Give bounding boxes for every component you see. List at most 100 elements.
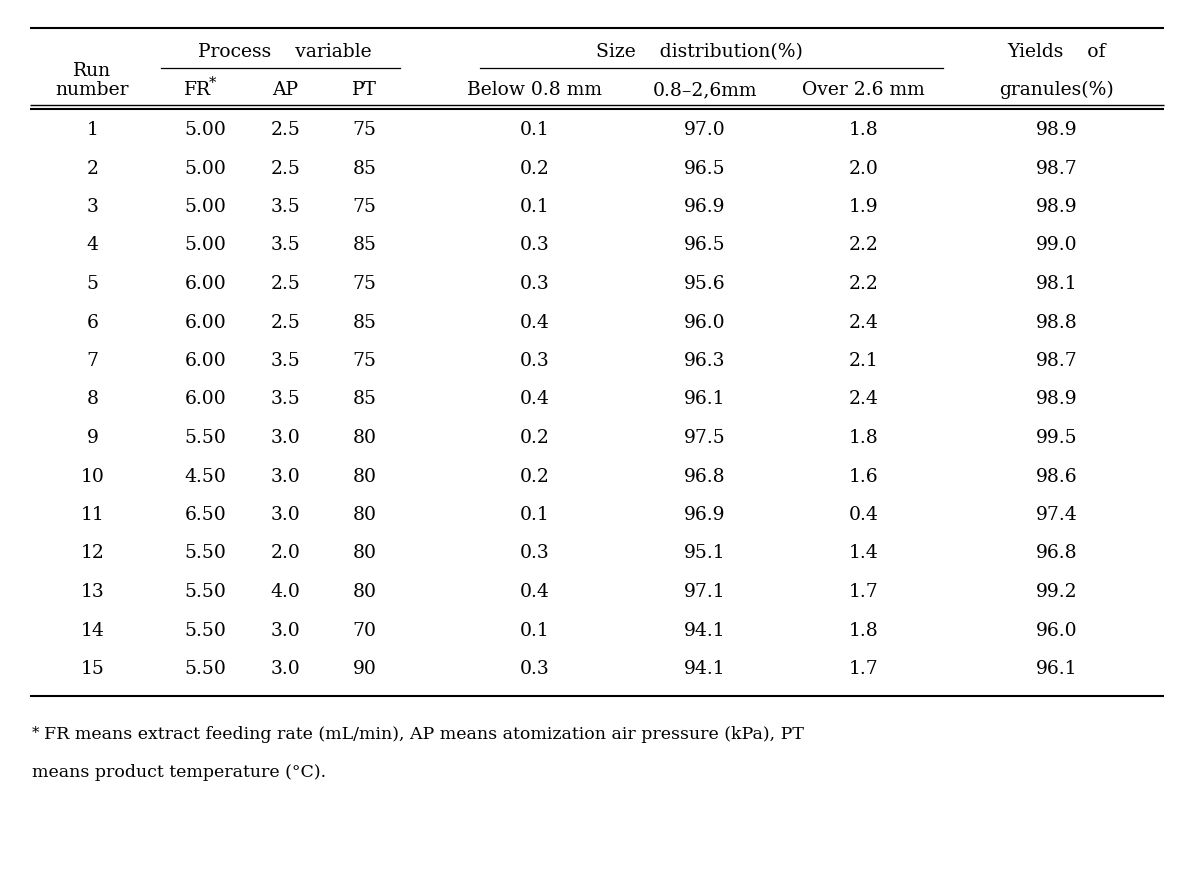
Text: 2.5: 2.5 [270,275,300,293]
Text: Over 2.6 mm: Over 2.6 mm [802,81,925,99]
Text: Below 0.8 mm: Below 0.8 mm [467,81,602,99]
Text: 7: 7 [86,352,98,370]
Text: 96.8: 96.8 [1035,544,1077,563]
Text: 80: 80 [352,506,376,524]
Text: 75: 75 [352,352,376,370]
Text: 75: 75 [352,121,376,139]
Text: 0.3: 0.3 [519,544,549,563]
Text: 70: 70 [352,621,376,640]
Text: 1.8: 1.8 [849,621,879,640]
Text: 3: 3 [86,198,98,216]
Text: 3.5: 3.5 [270,198,300,216]
Text: 80: 80 [352,429,376,447]
Text: 0.1: 0.1 [519,506,549,524]
Text: 4.50: 4.50 [185,467,227,486]
Text: 2: 2 [86,159,98,178]
Text: 96.8: 96.8 [684,467,726,486]
Text: 12: 12 [80,544,104,563]
Text: 94.1: 94.1 [684,660,726,678]
Text: 3.0: 3.0 [270,660,300,678]
Text: 3.0: 3.0 [270,429,300,447]
Text: 0.3: 0.3 [519,275,549,293]
Text: 98.7: 98.7 [1035,159,1077,178]
Text: 97.0: 97.0 [684,121,726,139]
Text: 96.9: 96.9 [684,198,726,216]
Text: 2.0: 2.0 [849,159,879,178]
Text: FR: FR [184,81,211,99]
Text: 3.0: 3.0 [270,621,300,640]
Text: 6.00: 6.00 [185,313,227,332]
Text: 96.5: 96.5 [684,159,726,178]
Text: 96.0: 96.0 [684,313,726,332]
Text: 98.9: 98.9 [1035,121,1077,139]
Text: 1.6: 1.6 [849,467,879,486]
Text: 0.2: 0.2 [519,159,549,178]
Text: 98.1: 98.1 [1035,275,1077,293]
Text: 11: 11 [80,506,104,524]
Text: Process    variable: Process variable [198,43,373,61]
Text: 97.5: 97.5 [684,429,726,447]
Text: Run: Run [73,62,111,80]
Text: 1.8: 1.8 [849,429,879,447]
Text: Yields    of: Yields of [1007,43,1106,61]
Text: 5.00: 5.00 [185,198,227,216]
Text: 0.4: 0.4 [519,313,549,332]
Text: 96.3: 96.3 [684,352,726,370]
Text: 75: 75 [352,198,376,216]
Text: 96.9: 96.9 [684,506,726,524]
Text: 90: 90 [352,660,376,678]
Text: 5.50: 5.50 [185,660,227,678]
Text: 98.7: 98.7 [1035,352,1077,370]
Text: 96.1: 96.1 [1035,660,1077,678]
Text: 15: 15 [80,660,104,678]
Text: 3.0: 3.0 [270,506,300,524]
Text: 10: 10 [80,467,104,486]
Text: means product temperature (°C).: means product temperature (°C). [32,764,326,781]
Text: 2.0: 2.0 [270,544,300,563]
Text: 3.5: 3.5 [270,390,300,409]
Text: 2.4: 2.4 [849,390,879,409]
Text: granules(%): granules(%) [999,80,1114,99]
Text: 1.7: 1.7 [849,660,879,678]
Text: 0.1: 0.1 [519,198,549,216]
Text: 4: 4 [86,236,98,255]
Text: *: * [32,726,39,740]
Text: 8: 8 [86,390,98,409]
Text: 2.5: 2.5 [270,159,300,178]
Text: 5.50: 5.50 [185,544,227,563]
Text: 80: 80 [352,544,376,563]
Text: 0.4: 0.4 [849,506,879,524]
Text: 98.9: 98.9 [1035,198,1077,216]
Text: 6.00: 6.00 [185,390,227,409]
Text: 2.4: 2.4 [849,313,879,332]
Text: 4.0: 4.0 [270,583,300,601]
Text: number: number [56,81,129,99]
Text: 0.4: 0.4 [519,583,549,601]
Text: 0.3: 0.3 [519,660,549,678]
Text: 85: 85 [352,236,376,255]
Text: Size    distribution(%): Size distribution(%) [596,43,802,61]
Text: 96.1: 96.1 [684,390,726,409]
Text: 1.9: 1.9 [849,198,879,216]
Text: 97.4: 97.4 [1035,506,1077,524]
Text: 13: 13 [80,583,104,601]
Text: 0.8–2,6mm: 0.8–2,6mm [652,81,757,99]
Text: 1.8: 1.8 [849,121,879,139]
Text: 99.0: 99.0 [1035,236,1077,255]
Text: 98.6: 98.6 [1035,467,1077,486]
Text: 96.5: 96.5 [684,236,726,255]
Text: 5: 5 [86,275,98,293]
Text: 85: 85 [352,313,376,332]
Text: 1.4: 1.4 [849,544,879,563]
Text: 6.00: 6.00 [185,275,227,293]
Text: 6.00: 6.00 [185,352,227,370]
Text: 97.1: 97.1 [684,583,726,601]
Text: 0.4: 0.4 [519,390,549,409]
Text: 2.5: 2.5 [270,313,300,332]
Text: 5.50: 5.50 [185,621,227,640]
Text: 1.7: 1.7 [849,583,879,601]
Text: 0.1: 0.1 [519,621,549,640]
Text: 3.5: 3.5 [270,236,300,255]
Text: 1: 1 [86,121,98,139]
Text: 85: 85 [352,159,376,178]
